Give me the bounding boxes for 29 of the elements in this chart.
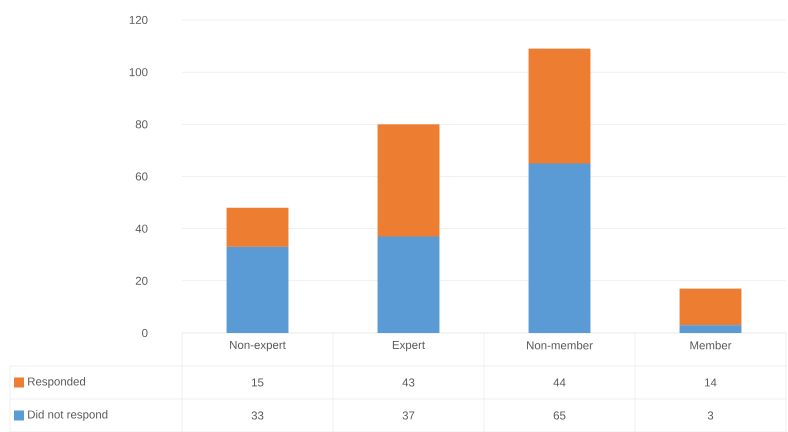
x-tick-label: Member: [690, 340, 732, 350]
data-label: 37: [402, 411, 414, 420]
y-tick-label: 0: [142, 328, 148, 337]
bar: [528, 48, 590, 164]
data-label: 33: [252, 411, 264, 420]
bar: [226, 208, 288, 247]
x-tick-label: Non-member: [527, 340, 593, 350]
x-tick-label: Expert: [392, 340, 425, 352]
y-tick-label: 40: [136, 224, 148, 233]
bar: [680, 288, 742, 326]
legend-label: Responded: [28, 377, 86, 388]
bar: [528, 163, 590, 333]
data-label: 15: [252, 378, 264, 386]
y-tick-label: 80: [136, 120, 148, 128]
data-label: 14: [705, 378, 717, 386]
bar: [378, 236, 440, 333]
y-tick-label: 20: [136, 276, 148, 285]
data-label: 43: [402, 378, 414, 386]
y-tick-label: 120: [130, 16, 148, 24]
bar: [378, 124, 440, 236]
y-tick-label: 60: [136, 172, 148, 180]
data-label: 65: [554, 411, 566, 420]
y-tick-label: 100: [130, 68, 148, 76]
legend-label: Did not respond: [28, 410, 108, 421]
bar: [680, 325, 742, 333]
data-label: 44: [553, 378, 566, 386]
data-label: 3: [708, 411, 714, 420]
bar: [226, 246, 288, 333]
x-tick-label: Non-expert: [230, 340, 286, 352]
